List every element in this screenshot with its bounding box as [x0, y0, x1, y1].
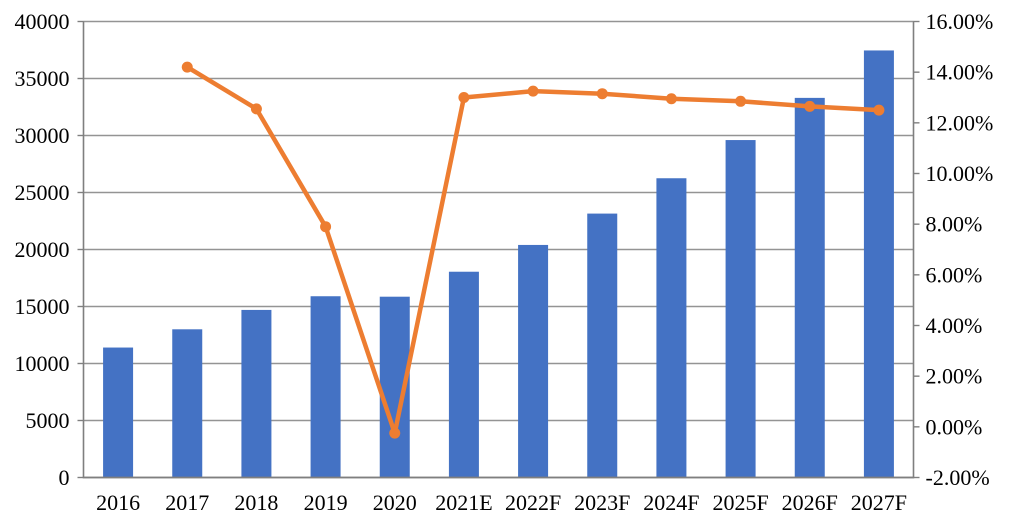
x-axis-category-label: 2017: [165, 490, 209, 515]
bar-2023F: [587, 213, 618, 478]
left-axis-label: 40000: [15, 9, 70, 34]
growth-line-marker: [181, 61, 193, 73]
left-axis-label: 30000: [15, 123, 70, 148]
bar-2027F: [863, 50, 894, 478]
bar-2022F: [518, 244, 549, 478]
growth-line-marker: [527, 85, 539, 97]
bar-2019: [310, 296, 341, 478]
right-axis-label: -2.00%: [926, 465, 990, 490]
x-axis-category-label: 2023F: [574, 490, 630, 515]
right-axis-label: 12.00%: [926, 110, 994, 135]
right-axis-label: 14.00%: [926, 60, 994, 85]
bar-2025F: [725, 140, 756, 478]
left-axis-label: 15000: [15, 294, 70, 319]
left-axis-label: 20000: [15, 237, 70, 262]
growth-line-marker: [735, 95, 747, 107]
growth-line-marker: [665, 93, 677, 105]
right-axis-label: 2.00%: [926, 364, 983, 389]
bar-2021E: [448, 271, 479, 478]
left-axis-label: 25000: [15, 180, 70, 205]
left-axis-label: 5000: [26, 408, 70, 433]
x-axis-category-label: 2025F: [712, 490, 768, 515]
x-axis-category-label: 2020: [373, 490, 417, 515]
x-axis-category-label: 2021E: [435, 490, 492, 515]
x-axis-category-label: 2018: [234, 490, 278, 515]
bar-2017: [172, 329, 203, 478]
bar-2018: [241, 309, 272, 478]
growth-line-marker: [250, 103, 262, 115]
x-axis-category-label: 2019: [304, 490, 348, 515]
x-axis-category-label: 2016: [96, 490, 140, 515]
x-axis-category-label: 2027F: [851, 490, 907, 515]
growth-line-marker: [804, 100, 816, 112]
right-axis-label: 10.00%: [926, 161, 994, 186]
right-axis-label: 8.00%: [926, 212, 983, 237]
bar-2016: [103, 347, 134, 478]
growth-line-marker: [389, 427, 401, 439]
x-axis-category-label: 2022F: [505, 490, 561, 515]
growth-line-marker: [596, 88, 608, 100]
x-axis-category-label: 2024F: [643, 490, 699, 515]
bar-2026F: [794, 97, 825, 478]
growth-line-marker: [873, 104, 885, 116]
right-axis-label: 4.00%: [926, 313, 983, 338]
left-axis-label: 0: [59, 465, 70, 490]
left-axis-label: 35000: [15, 66, 70, 91]
bar-2024F: [656, 178, 687, 478]
left-axis-label: 10000: [15, 351, 70, 376]
right-axis-label: 6.00%: [926, 262, 983, 287]
growth-line-marker: [320, 221, 332, 233]
right-axis-label: 16.00%: [926, 9, 994, 34]
right-axis-label: 0.00%: [926, 414, 983, 439]
x-axis-category-label: 2026F: [782, 490, 838, 515]
growth-line-marker: [458, 92, 470, 103]
